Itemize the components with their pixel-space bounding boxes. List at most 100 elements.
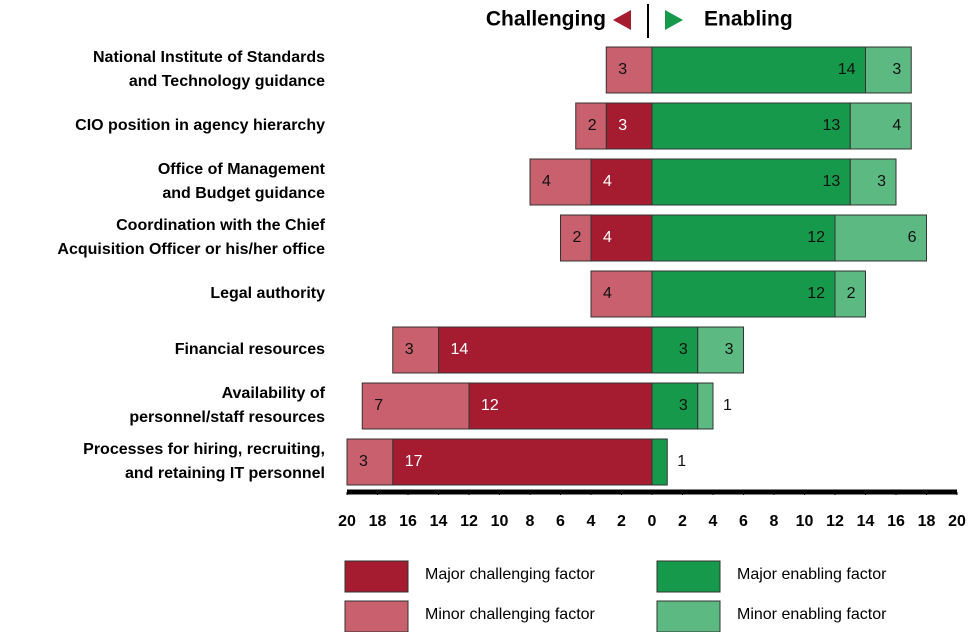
bar [697,382,714,430]
bar [651,326,699,374]
legend-label: Minor enabling factor [737,606,887,623]
x-tick-label: 12 [460,513,478,530]
value-label: 2 [573,229,582,246]
category-label: National Institute of Standards [93,49,325,66]
bar [346,438,394,486]
bar [392,326,439,374]
value-label: 3 [725,341,734,358]
bar [651,382,699,430]
value-label: 7 [374,397,383,414]
x-tick-label: 8 [770,513,779,530]
x-tick-label: 2 [678,513,687,530]
x-tick-label: 20 [338,513,356,530]
x-tick-label: 16 [399,513,417,530]
category-label: and Technology guidance [129,73,325,90]
value-label: 3 [892,61,901,78]
category-label: Availability of [222,385,326,402]
header-left: Challenging [486,8,606,31]
bar [605,102,653,150]
bar [651,46,866,94]
bar [651,102,851,150]
value-label: 3 [679,341,688,358]
bar [849,158,897,206]
bar [529,158,592,206]
x-tick-label: 2 [617,513,626,530]
value-label: 4 [603,229,612,246]
x-tick-label: 6 [556,513,565,530]
value-label: 4 [892,117,901,134]
category-label: Financial resources [175,341,325,358]
legend-label: Minor challenging factor [425,606,596,623]
category-label: CIO position in agency hierarchy [75,117,325,134]
value-label: 12 [807,229,825,246]
bar [361,382,470,430]
x-tick-label: 18 [918,513,936,530]
value-label: 14 [451,341,469,358]
bar [590,158,653,206]
bar [849,102,912,150]
value-label: 3 [679,397,688,414]
value-label: 14 [838,61,856,78]
category-label: Coordination with the Chief [116,217,326,234]
category-label: Office of Management [158,161,326,178]
bar [865,46,912,94]
legend-label: Major enabling factor [737,566,887,583]
bar [697,326,744,374]
x-tick-label: 14 [430,513,448,530]
legend-swatch [656,560,721,593]
bar [560,214,592,262]
bar [651,438,668,486]
value-label: 13 [822,117,840,134]
x-tick-label: 18 [369,513,387,530]
value-label: 4 [603,285,612,302]
bar [651,158,851,206]
x-tick-label: 14 [857,513,875,530]
category-label: Processes for hiring, recruiting, [83,441,325,458]
value-label: 1 [723,397,732,414]
value-label: 13 [822,173,840,190]
value-label: 6 [908,229,917,246]
value-label: 4 [603,173,612,190]
value-label: 3 [618,117,627,134]
bar [590,270,653,318]
value-label: 1 [677,453,686,470]
bar [834,270,866,318]
bar [605,46,653,94]
value-label: 12 [807,285,825,302]
left-arrow [613,10,631,30]
bar [392,438,653,486]
value-label: 17 [405,453,423,470]
legend-swatch [344,600,409,632]
x-tick-label: 0 [648,513,657,530]
x-tick-label: 4 [587,513,596,530]
legend-swatch [656,600,721,632]
bar [438,326,653,374]
x-tick-label: 10 [491,513,509,530]
value-label: 3 [618,61,627,78]
value-label: 4 [542,173,551,190]
value-label: 2 [588,117,597,134]
bar [575,102,607,150]
bar [834,214,927,262]
value-label: 12 [481,397,499,414]
legend-swatch [344,560,409,593]
x-tick-label: 12 [826,513,844,530]
x-tick-label: 8 [526,513,535,530]
value-label: 3 [877,173,886,190]
x-tick-label: 16 [887,513,905,530]
category-label: and Budget guidance [162,185,325,202]
x-tick-label: 20 [948,513,966,530]
value-label: 3 [359,453,368,470]
x-tick-label: 4 [709,513,718,530]
value-label: 2 [847,285,856,302]
category-label: and retaining IT personnel [125,465,325,482]
value-label: 3 [405,341,414,358]
category-label: Acquisition Officer or his/her office [57,241,325,258]
header-right: Enabling [704,8,793,31]
x-tick-label: 6 [739,513,748,530]
right-arrow [665,10,683,30]
bar [590,214,653,262]
bar [651,214,836,262]
category-label: personnel/staff resources [129,409,325,426]
